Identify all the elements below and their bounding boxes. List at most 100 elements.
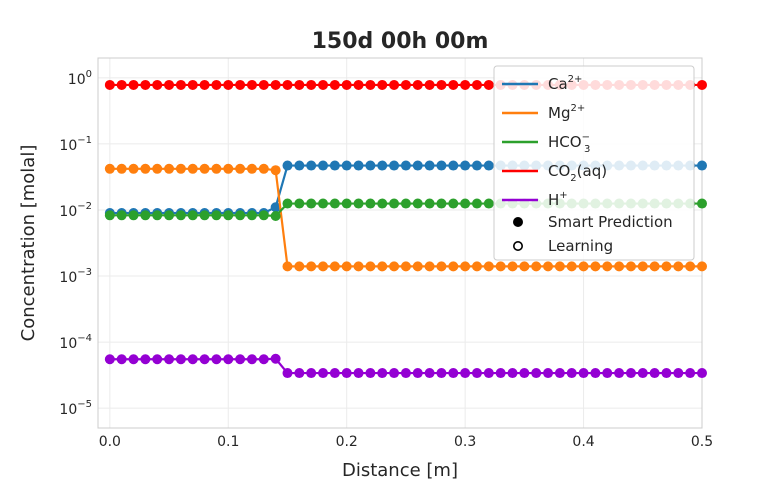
data-point xyxy=(483,79,494,90)
legend-base: Ca xyxy=(548,75,568,93)
data-point xyxy=(602,261,613,272)
data-point xyxy=(365,368,376,379)
y-tick-label: 100 xyxy=(68,69,92,88)
data-point xyxy=(519,368,530,379)
data-point xyxy=(104,79,115,90)
data-point xyxy=(318,198,329,209)
data-point xyxy=(270,353,281,364)
data-point xyxy=(554,261,565,272)
y-tick-exponent: 0 xyxy=(86,69,92,80)
x-tick-label: 0.2 xyxy=(336,434,358,450)
data-point xyxy=(235,210,246,221)
data-point xyxy=(554,368,565,379)
data-point xyxy=(353,261,364,272)
data-point xyxy=(661,261,672,272)
data-point xyxy=(282,79,293,90)
data-point xyxy=(578,261,589,272)
data-point xyxy=(258,210,269,221)
data-point xyxy=(128,354,139,365)
data-point xyxy=(116,79,127,90)
data-point xyxy=(424,261,435,272)
legend-entry: Mg2+ xyxy=(548,103,585,122)
x-axis-label: Distance [m] xyxy=(342,460,458,480)
data-point xyxy=(282,261,293,272)
series-h xyxy=(104,353,707,379)
chart-title: 150d 00h 00m xyxy=(312,29,489,54)
data-point xyxy=(341,368,352,379)
data-point xyxy=(199,354,210,365)
data-point xyxy=(661,368,672,379)
data-point xyxy=(483,368,494,379)
data-point xyxy=(140,354,151,365)
data-point xyxy=(424,368,435,379)
data-point xyxy=(519,261,530,272)
data-point xyxy=(389,198,400,209)
data-point xyxy=(377,160,388,171)
data-point xyxy=(460,368,471,379)
legend-tail: (aq) xyxy=(577,162,607,180)
data-point xyxy=(353,368,364,379)
data-point xyxy=(471,160,482,171)
data-point xyxy=(318,368,329,379)
data-point xyxy=(697,79,707,90)
data-point xyxy=(637,261,648,272)
data-point xyxy=(614,261,625,272)
data-point xyxy=(543,368,554,379)
data-point xyxy=(566,261,577,272)
data-point xyxy=(400,160,411,171)
data-point xyxy=(436,79,447,90)
y-tick-base: 10 xyxy=(59,402,77,418)
data-point xyxy=(341,79,352,90)
data-point xyxy=(187,210,198,221)
data-point xyxy=(223,163,234,174)
data-point xyxy=(483,160,494,171)
data-point xyxy=(412,261,423,272)
data-point xyxy=(377,198,388,209)
data-point xyxy=(211,354,222,365)
data-point xyxy=(140,210,151,221)
data-point xyxy=(329,198,340,209)
data-point xyxy=(199,163,210,174)
data-point xyxy=(685,261,696,272)
x-tick-label: 0.5 xyxy=(691,434,713,450)
data-point xyxy=(448,160,459,171)
legend-entry: HCO− 3 xyxy=(548,132,590,155)
data-point xyxy=(152,354,163,365)
y-tick-exponent: −4 xyxy=(77,333,92,344)
data-point xyxy=(187,163,198,174)
data-point xyxy=(152,163,163,174)
data-point xyxy=(140,163,151,174)
data-point xyxy=(282,160,293,171)
data-point xyxy=(471,261,482,272)
data-point xyxy=(164,210,175,221)
data-point xyxy=(294,261,305,272)
data-point xyxy=(625,261,636,272)
data-point xyxy=(282,368,293,379)
legend-box xyxy=(493,65,695,261)
data-point xyxy=(294,79,305,90)
data-point xyxy=(625,368,636,379)
data-point xyxy=(578,368,589,379)
y-axis-label: Concentration [molal] xyxy=(18,145,39,342)
data-point xyxy=(389,261,400,272)
y-tick-base: 10 xyxy=(59,204,77,220)
data-point xyxy=(471,79,482,90)
legend-subscript: 3 xyxy=(584,144,590,155)
y-tick-exponent: −1 xyxy=(77,135,92,146)
data-point xyxy=(365,160,376,171)
data-point xyxy=(235,354,246,365)
data-point xyxy=(235,163,246,174)
data-point xyxy=(436,160,447,171)
data-point xyxy=(460,160,471,171)
data-point xyxy=(341,261,352,272)
data-point xyxy=(306,160,317,171)
data-point xyxy=(637,368,648,379)
data-point xyxy=(152,210,163,221)
data-point xyxy=(282,198,293,209)
y-tick-label: 10−2 xyxy=(59,201,92,220)
data-point xyxy=(673,368,684,379)
data-point xyxy=(471,368,482,379)
data-point xyxy=(104,210,115,221)
y-tick-exponent: −2 xyxy=(77,201,92,212)
